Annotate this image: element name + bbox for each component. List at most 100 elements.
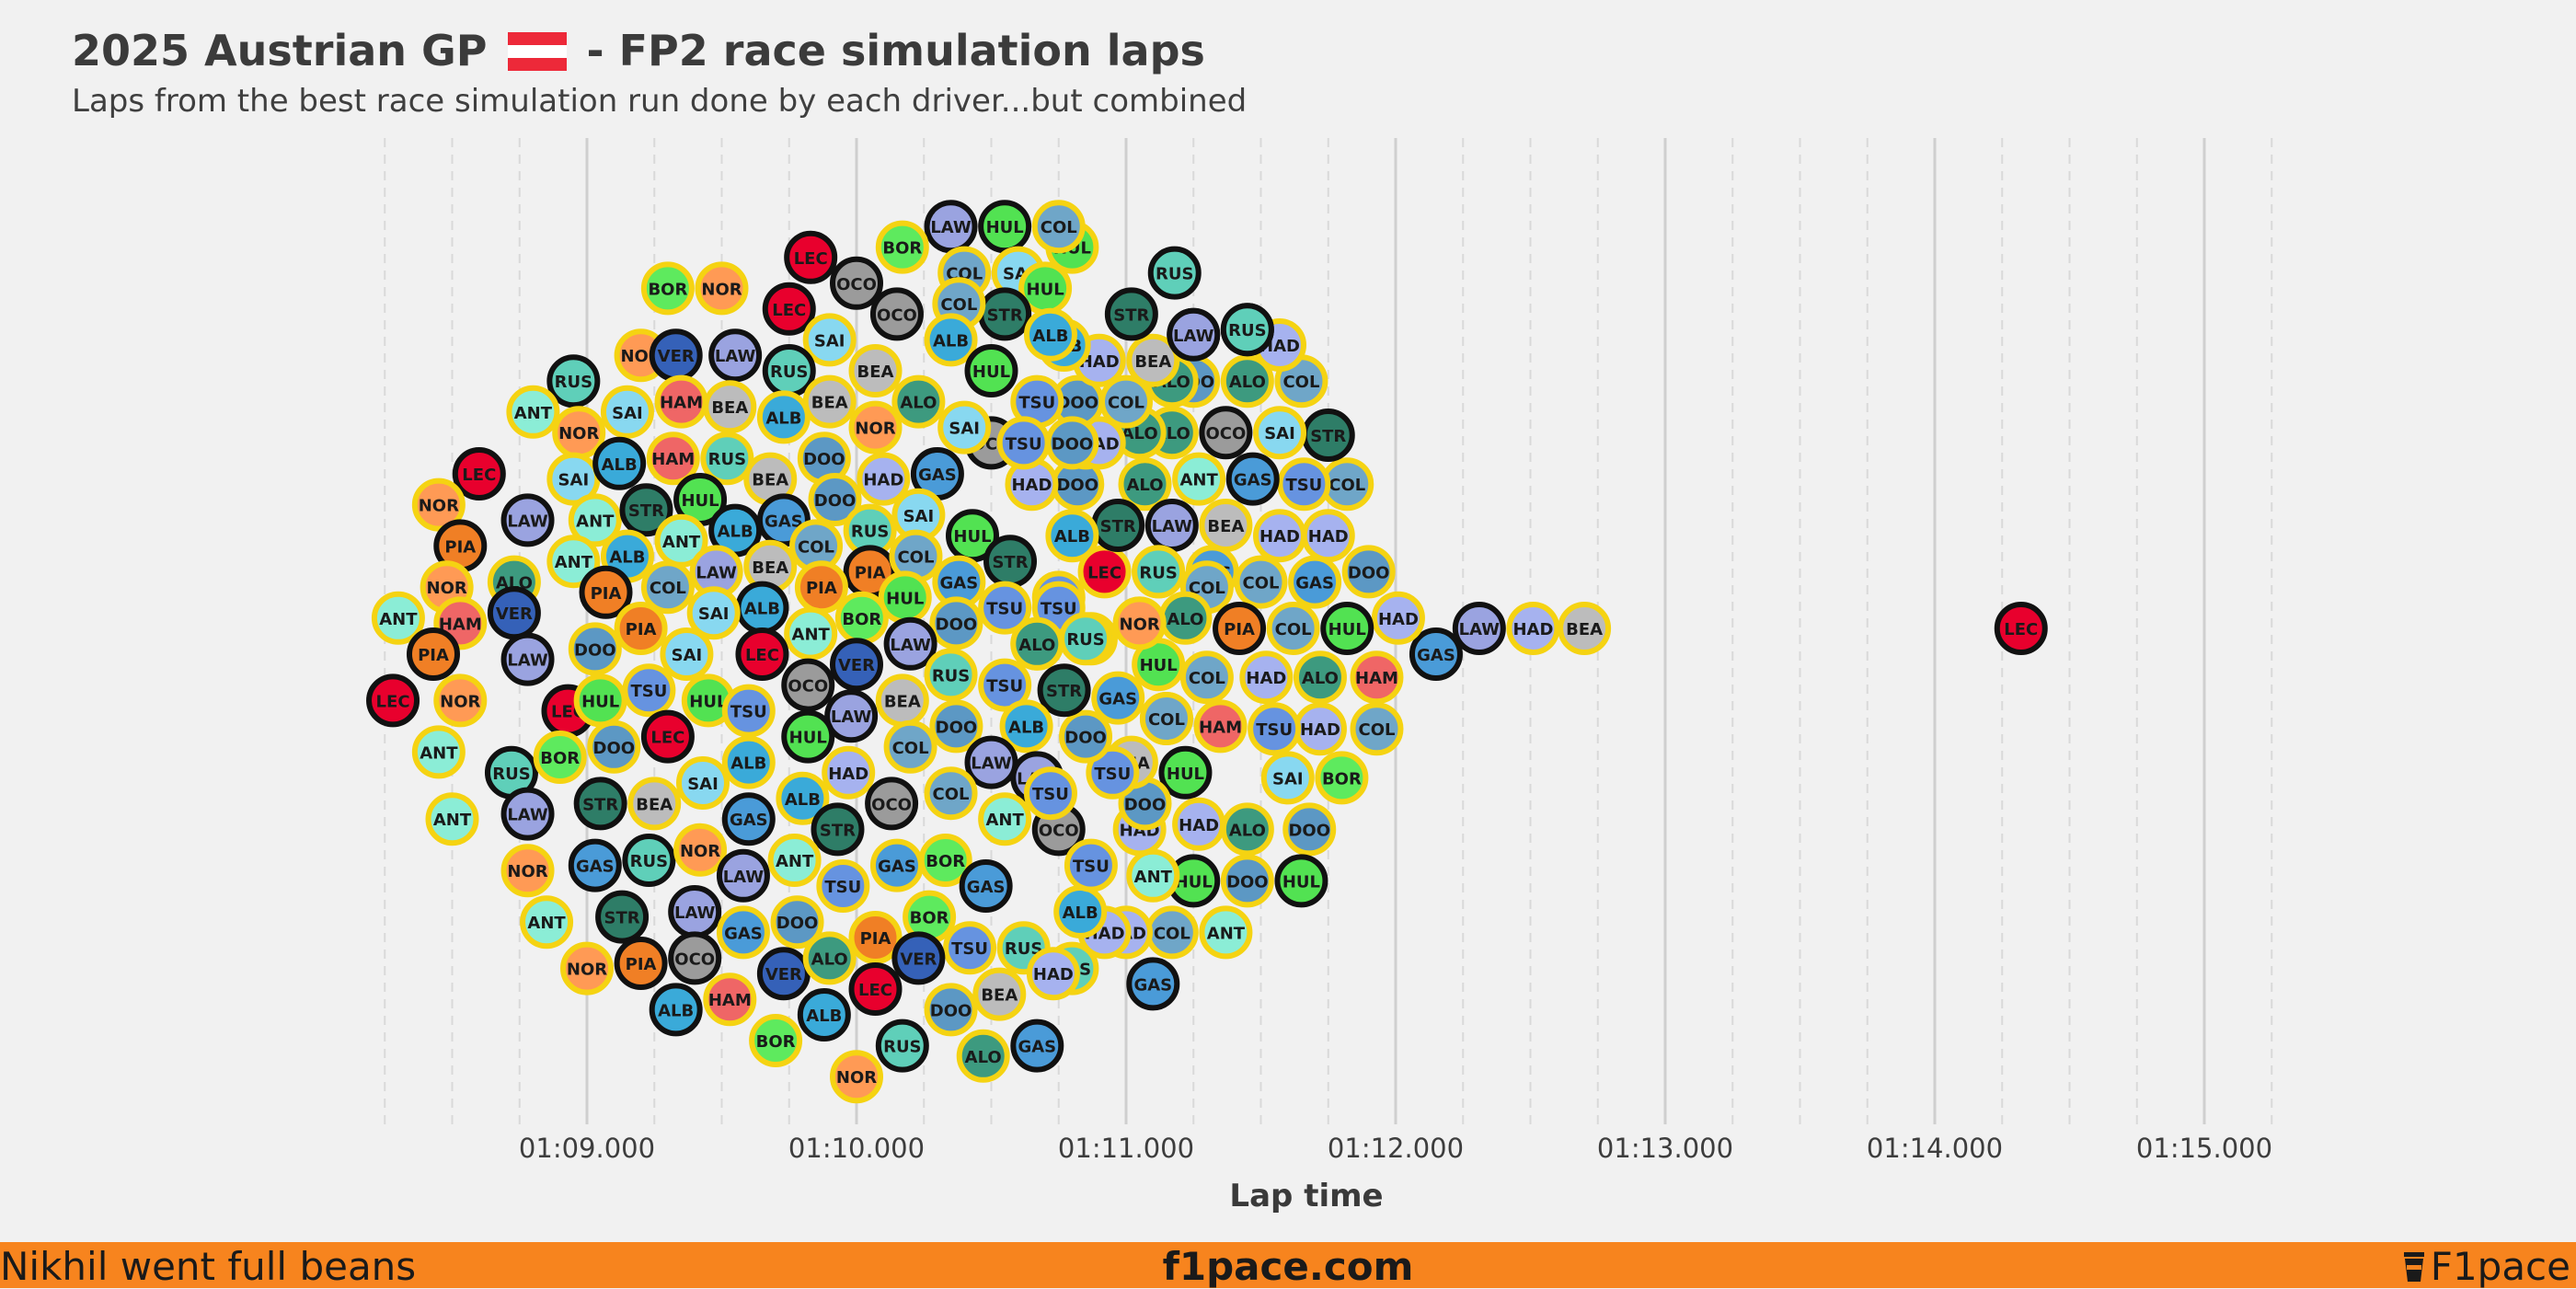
lap-marker [964,344,1018,397]
lap-point: VER [487,586,541,640]
lap-point: DOO [568,622,622,676]
driver-code-label: TSU [1285,476,1322,495]
driver-code-label: ANT [1207,924,1246,943]
lap-point: ANT [767,834,822,887]
lap-point: NOR [433,673,488,728]
lap-marker [1274,854,1328,908]
lap-marker [1023,766,1077,821]
lap-point: OCO [869,287,924,341]
x-tick-label: 01:11.000 [1058,1133,1194,1164]
lap-marker [668,931,722,985]
lap-point: HAD [1253,509,1307,563]
lap-marker [891,374,946,429]
driver-code-label: HAD [1378,610,1419,629]
lap-point: LAW [1144,499,1199,552]
lap-marker [546,535,601,589]
lap-marker [857,452,911,506]
lap-marker [587,719,641,774]
driver-code-label: HAM [708,991,752,1010]
driver-code-label: ALB [609,548,645,568]
driver-code-label: ALB [718,523,753,542]
lap-point: DOO [1059,709,1113,764]
driver-code-label: HAD [1512,620,1553,639]
footer-brand: F1pace [2401,1244,2570,1289]
lap-marker [964,735,1018,789]
lap-points: LECBEAHADLAWGASHADHULHAMCOLDOOGASCOLALOH… [366,200,2048,1104]
lap-point: TSU [1086,745,1140,800]
driver-code-label: TSU [630,682,667,701]
lap-point: LEC [640,709,695,764]
lap-marker [1126,957,1180,1011]
lap-point: BOR [749,1014,803,1067]
driver-code-label: RUS [1005,939,1042,959]
lap-point: NOR [673,823,728,877]
lap-point: RUS [875,1019,929,1073]
lap-marker [1147,246,1202,300]
lap-point: STR [573,777,627,831]
lap-point: OCO [865,777,919,831]
lap-point: ALO [802,931,857,985]
driver-code-label: DOO [1064,729,1107,748]
driver-code-label: LEC [745,646,779,665]
driver-code-label: TSU [1006,434,1042,454]
driver-code-label: HUL [1140,656,1178,675]
lap-point: BOR [640,261,695,316]
driver-code-label: HUL [1282,872,1320,892]
driver-code-label: LAW [1173,327,1214,346]
driver-code-label: TSU [1073,857,1110,877]
lap-marker [1167,307,1221,362]
driver-code-label: SAI [1272,769,1304,788]
driver-code-label: SAI [698,604,730,624]
driver-code-label: HUL [789,729,827,748]
lap-point: COL [640,560,695,615]
driver-code-label: GAS [1417,646,1455,665]
lap-point: DOO [1282,802,1337,857]
lap-point: BOR [875,220,929,274]
driver-code-label: OCO [1039,821,1079,840]
driver-code-label: HAD [863,471,903,490]
lap-marker [579,565,633,619]
driver-code-label: LEC [2004,620,2038,639]
lap-point: LAW [668,885,722,938]
lap-point: GAS [910,447,964,501]
lap-point: PIA [843,545,897,599]
footer-site-link[interactable]: f1pace.com [1162,1244,1414,1289]
lap-point: LEC [784,230,838,284]
driver-code-label: PIA [626,620,657,639]
lap-point: GAS [756,493,811,547]
lap-marker [619,483,673,537]
driver-code-label: BEA [811,394,848,413]
driver-code-label: TSU [1256,720,1293,740]
driver-code-label: NOR [1120,615,1160,634]
lap-point: ALO [1220,354,1274,409]
lap-point: NOR [500,844,555,898]
lap-point: HAD [857,452,911,506]
lap-point: OCO [830,256,883,310]
lap-marker [781,709,835,764]
lap-point: ANT [371,591,425,645]
driver-code-label: ALO [1167,610,1203,629]
lap-marker [891,931,946,985]
lap-point: ALB [1023,307,1077,362]
lap-marker [1045,416,1099,470]
lap-point: HUL [978,200,1032,254]
lap-marker [640,709,695,764]
lap-marker [592,436,647,490]
lap-marker [924,766,978,821]
lap-marker [1193,699,1248,754]
lap-point: STR [619,483,673,537]
x-tick-label: 01:09.000 [519,1133,655,1164]
lap-point: HAD [1293,702,1347,756]
lap-marker [822,745,876,800]
driver-code-label: RUS [1066,630,1104,650]
driver-code-label: DOO [1124,795,1167,814]
lap-point: HUL [781,709,835,764]
lap-point: NOR [848,400,903,455]
lap-marker [675,756,730,810]
driver-code-label: COL [650,579,686,598]
driver-code-label: LAW [696,563,737,582]
driver-code-label: GAS [724,924,763,943]
lap-point: NOR [411,478,466,532]
driver-code-label: ANT [420,743,458,763]
driver-code-label: RUS [492,765,530,784]
